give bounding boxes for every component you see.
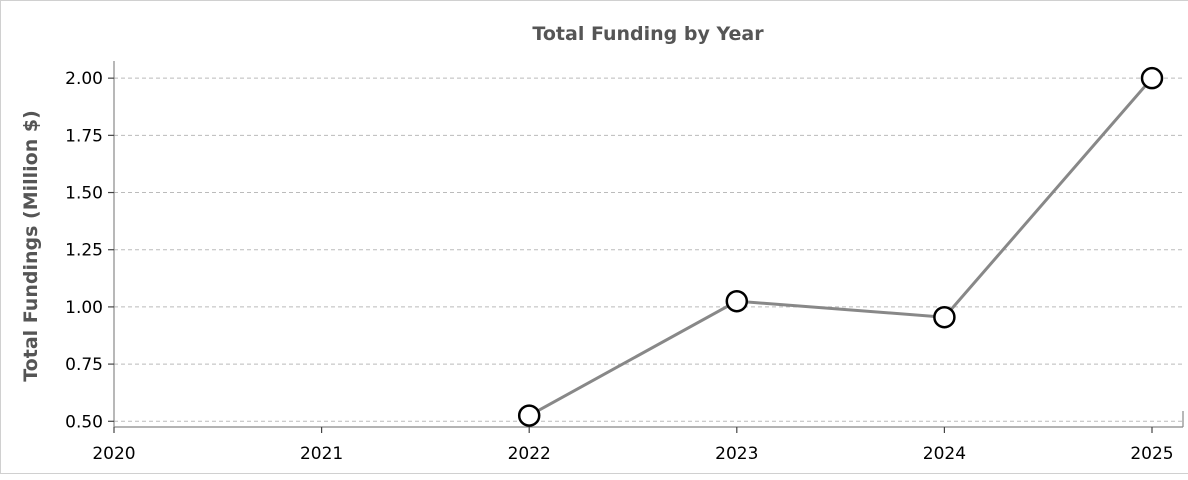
y-tick-label: 2.00 [65,69,103,89]
y-tick-label: 1.75 [65,126,103,146]
axes-layer [113,61,1184,428]
y-tick-label: 1.50 [65,184,103,204]
data-point [517,404,541,427]
grid-layer [114,77,1183,422]
series-line [528,77,1154,417]
x-tick-label: 2020 [92,444,135,464]
series-layer [517,66,1164,427]
x-tick-label: 2022 [508,444,551,464]
y-axis-label: Total Fundings (Million $) [20,110,42,382]
chart-title: Total Funding by Year [532,23,764,45]
y-tick-label: 1.25 [65,241,103,261]
y-tick-label: 0.75 [65,355,103,375]
data-point [1140,66,1164,90]
x-tick-label: 2023 [715,444,758,464]
data-point [725,289,749,313]
x-tick-label: 2024 [923,444,966,464]
x-tick-label: 2021 [300,444,343,464]
data-point [933,305,956,329]
y-tick-label: 1.00 [65,298,103,318]
x-tick-label: 2025 [1130,444,1173,464]
ticks-layer: 0.50 0.75 1.00 1.25 1.50 1.75 2.00 2020 2021 2022… [65,69,1173,464]
y-tick-label: 0.50 [65,412,103,432]
